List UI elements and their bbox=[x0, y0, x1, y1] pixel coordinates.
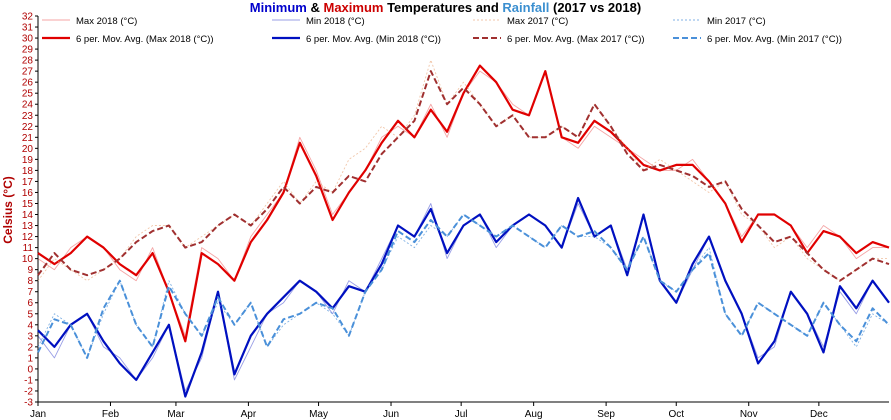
axes: -3-2-10123456789101112131415161718192021… bbox=[22, 12, 889, 420]
y-tick-label: 27 bbox=[22, 67, 34, 78]
x-tick-label: Jan bbox=[30, 409, 46, 420]
y-tick-label: 10 bbox=[22, 254, 34, 265]
legend-label: Max 2017 (°C) bbox=[507, 16, 568, 27]
y-tick-label: 29 bbox=[22, 45, 34, 56]
y-tick-label: 14 bbox=[22, 210, 34, 221]
legend-label: 6 per. Mov. Avg. (Max 2017 (°C)) bbox=[507, 34, 645, 45]
x-tick-label: Jul bbox=[455, 409, 468, 420]
x-tick-label: Mar bbox=[167, 409, 185, 420]
y-tick-label: 21 bbox=[22, 133, 34, 144]
y-axis-label: Celsius (°C) bbox=[1, 176, 15, 243]
y-tick-label: 12 bbox=[22, 232, 34, 243]
y-tick-label: 16 bbox=[22, 188, 34, 199]
y-tick-label: 4 bbox=[27, 320, 33, 331]
series-line-5 bbox=[37, 70, 890, 282]
chart-title: Minimum & Maximum Temperatures and Rainf… bbox=[0, 0, 891, 15]
y-tick-label: 0 bbox=[27, 364, 33, 375]
y-tick-label: 13 bbox=[22, 221, 34, 232]
y-tick-label: -3 bbox=[24, 398, 33, 409]
y-tick-label: 15 bbox=[22, 199, 34, 210]
y-tick-label: 5 bbox=[27, 309, 33, 320]
y-tick-label: 32 bbox=[22, 12, 34, 23]
title-part: Maximum bbox=[323, 0, 384, 15]
y-tick-label: 18 bbox=[22, 166, 34, 177]
y-tick-label: 20 bbox=[22, 144, 34, 155]
y-tick-label: 1 bbox=[27, 353, 33, 364]
legend-label: 6 per. Mov. Avg. (Min 2017 (°C)) bbox=[707, 34, 842, 45]
series-line-3 bbox=[37, 196, 890, 398]
title-part: & bbox=[306, 0, 324, 15]
y-tick-label: 3 bbox=[27, 331, 33, 342]
y-tick-label: 7 bbox=[27, 287, 33, 298]
y-tick-label: 22 bbox=[22, 122, 34, 133]
x-tick-label: Jun bbox=[383, 409, 399, 420]
series-line-6 bbox=[37, 214, 890, 359]
y-tick-label: 19 bbox=[22, 155, 34, 166]
y-tick-label: 17 bbox=[22, 177, 34, 188]
legend: Max 2018 (°C) 6 per. Mov. Avg. (Max 2018 … bbox=[42, 16, 842, 45]
title-part: Temperatures and bbox=[383, 0, 503, 15]
y-tick-label: 24 bbox=[22, 100, 34, 111]
series-line-7 bbox=[37, 213, 890, 359]
series-line-1 bbox=[37, 64, 890, 343]
x-tick-label: Feb bbox=[102, 409, 120, 420]
x-tick-label: Oct bbox=[668, 409, 684, 420]
legend-label: 6 per. Mov. Avg. (Max 2018 (°C)) bbox=[76, 34, 214, 45]
legend-label: Max 2018 (°C) bbox=[76, 16, 137, 27]
y-tick-label: 6 bbox=[27, 298, 33, 309]
y-tick-label: 9 bbox=[27, 265, 33, 276]
x-tick-label: Nov bbox=[740, 409, 758, 420]
x-tick-label: May bbox=[309, 409, 328, 420]
y-tick-label: 23 bbox=[22, 111, 34, 122]
y-tick-label: 25 bbox=[22, 89, 34, 100]
series-lines bbox=[37, 59, 890, 398]
x-tick-label: Sep bbox=[597, 409, 615, 420]
y-tick-label: -2 bbox=[24, 386, 33, 397]
title-part: (2017 vs 2018) bbox=[549, 0, 642, 15]
legend-label: 6 per. Mov. Avg. (Min 2018 (°C)) bbox=[306, 34, 441, 45]
x-tick-label: Dec bbox=[810, 409, 828, 420]
y-tick-label: -1 bbox=[24, 375, 33, 386]
y-tick-label: 8 bbox=[27, 276, 33, 287]
legend-label: Min 2017 (°C) bbox=[707, 16, 766, 27]
title-part: Rainfall bbox=[502, 0, 550, 15]
y-tick-label: 11 bbox=[23, 243, 34, 254]
y-tick-label: 2 bbox=[27, 342, 33, 353]
legend-label: Min 2018 (°C) bbox=[306, 16, 365, 27]
x-tick-label: Aug bbox=[525, 409, 543, 420]
y-tick-label: 31 bbox=[22, 23, 34, 34]
y-tick-label: 28 bbox=[22, 56, 34, 67]
y-tick-label: 30 bbox=[22, 34, 34, 45]
x-tick-label: Apr bbox=[241, 409, 257, 420]
y-tick-label: 26 bbox=[22, 78, 34, 89]
title-part: Minimum bbox=[249, 0, 307, 15]
